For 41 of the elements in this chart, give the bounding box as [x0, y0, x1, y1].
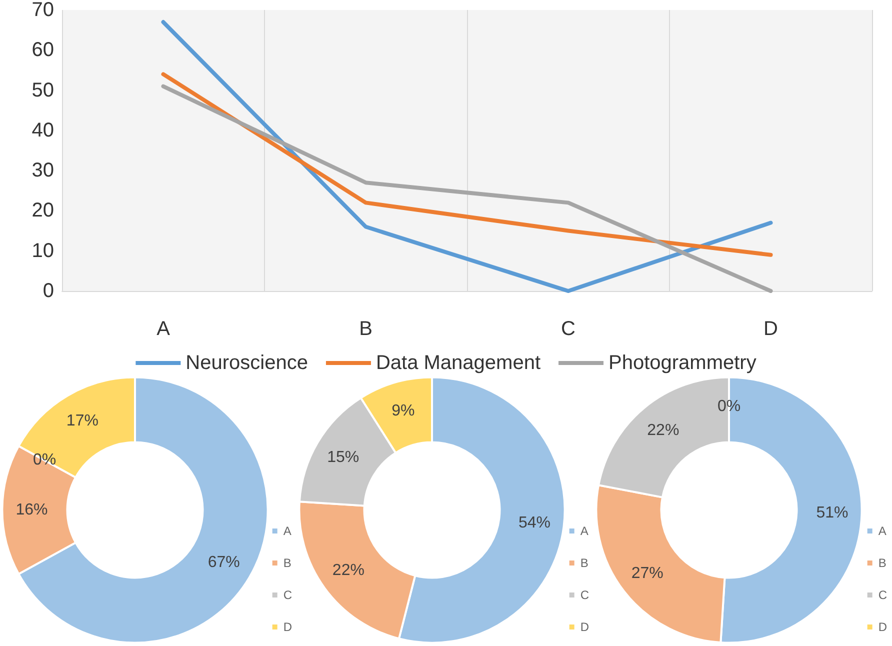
data-label: 9% — [392, 402, 415, 420]
data-label: 22% — [647, 422, 680, 439]
x-tick-label: B — [359, 318, 372, 340]
x-tick-label: A — [156, 318, 171, 340]
legend-label: A — [878, 524, 886, 538]
line-series — [161, 72, 773, 257]
legend-label: C — [580, 588, 590, 602]
legend-label: Photogrammetry — [608, 352, 756, 374]
legend-label: D — [283, 620, 292, 634]
legend-label: B — [580, 556, 588, 570]
data-label: 27% — [631, 564, 664, 582]
y-tick-label: 40 — [32, 119, 54, 142]
data-label: 22% — [332, 562, 364, 580]
x-tick-label: D — [764, 318, 778, 340]
data-label: 67% — [208, 554, 240, 572]
legend-label: Data Management — [376, 352, 541, 374]
legend-label: D — [878, 620, 888, 634]
data-label: 17% — [66, 412, 98, 430]
legend-label: C — [283, 588, 292, 602]
y-tick-label: 70 — [32, 0, 54, 21]
y-tick-label: 10 — [32, 240, 54, 262]
legend-label: A — [580, 524, 588, 538]
legend-label: B — [283, 556, 292, 570]
y-tick-label: 50 — [32, 79, 54, 102]
legend-label: B — [878, 556, 886, 570]
line-series — [161, 20, 773, 293]
data-label: 15% — [327, 448, 360, 466]
legend-label: C — [878, 588, 888, 602]
data-label: 51% — [816, 504, 848, 522]
data-label: 16% — [16, 502, 48, 518]
y-tick-label: 20 — [32, 200, 54, 222]
x-tick-label: C — [561, 318, 576, 340]
line-series — [161, 84, 773, 293]
data-label: 54% — [518, 514, 550, 532]
text: 0% — [717, 398, 741, 416]
y-tick-label: 60 — [32, 39, 54, 62]
y-tick-label: 0 — [42, 280, 54, 302]
legend-label: A — [283, 524, 292, 538]
legend-label: Neuroscience — [186, 352, 308, 374]
legend-label: D — [580, 620, 590, 634]
y-tick-label: 30 — [32, 160, 54, 182]
